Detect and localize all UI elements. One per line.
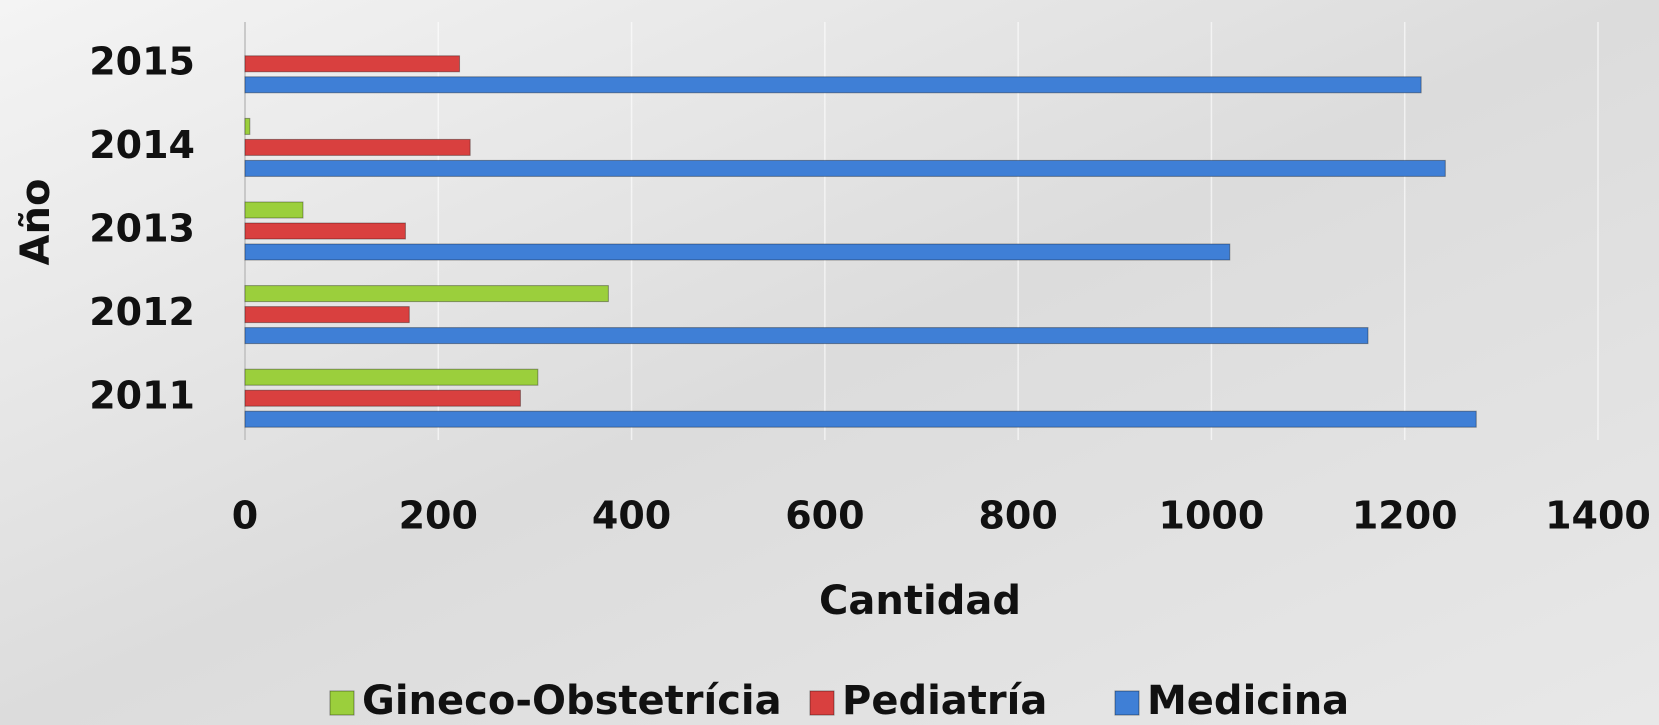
x-tick-label: 600 (785, 494, 864, 538)
legend-label: Gineco-Obstetrícia (362, 678, 782, 724)
x-axis-title: Cantidad (819, 578, 1021, 624)
bar (244, 285, 609, 303)
x-tick-label: 200 (399, 494, 478, 538)
y-tick-label: 2014 (89, 123, 195, 167)
x-tick-label: 1200 (1352, 494, 1458, 538)
bar (244, 389, 521, 407)
legend-swatch (329, 690, 355, 716)
x-tick-label: 0 (232, 494, 258, 538)
y-tick-label: 2012 (89, 290, 195, 334)
legend-label: Pediatría (842, 678, 1047, 724)
legend-swatch (809, 690, 835, 716)
bar (244, 243, 1231, 261)
legend-swatch (1114, 690, 1140, 716)
y-axis-title: Año (13, 179, 59, 266)
bar (244, 117, 251, 135)
bar (244, 201, 304, 219)
bar (244, 76, 1422, 94)
x-tick-label: 800 (978, 494, 1057, 538)
bar (244, 410, 1477, 428)
y-tick-label: 2011 (89, 374, 195, 418)
bar (244, 368, 539, 386)
y-tick-label: 2015 (89, 39, 195, 83)
legend-label: Medicina (1147, 678, 1349, 724)
y-tick-label: 2013 (89, 207, 195, 251)
bar (244, 55, 461, 73)
bar (244, 138, 471, 156)
bar (244, 159, 1446, 177)
x-tick-label: 400 (592, 494, 671, 538)
x-tick-label: 1000 (1159, 494, 1265, 538)
bar (244, 327, 1369, 345)
bar (244, 306, 410, 324)
bar (244, 222, 406, 240)
x-tick-label: 1400 (1545, 494, 1651, 538)
